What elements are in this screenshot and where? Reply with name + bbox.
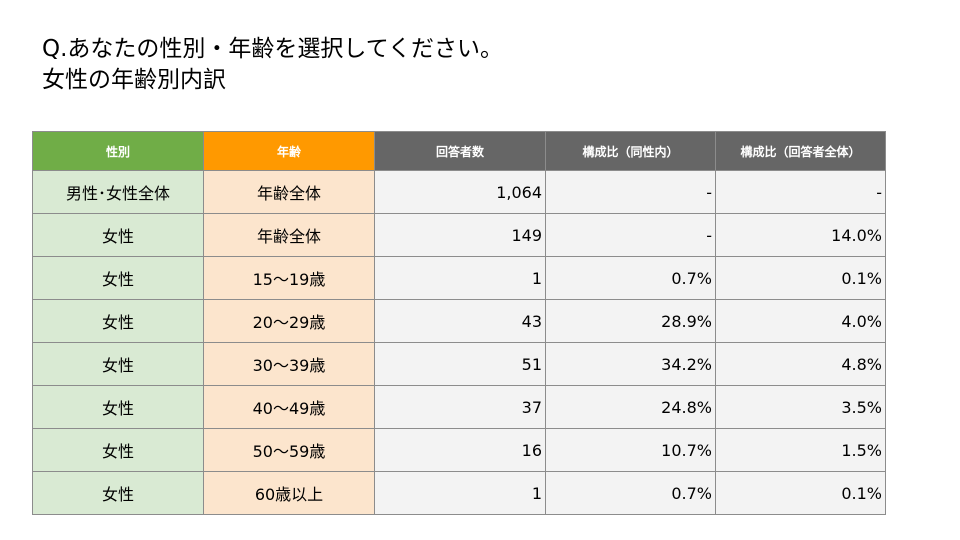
cell-respondents: 51 (374, 342, 546, 386)
cell-ratio-all: - (715, 170, 886, 214)
cell-ratio-all: 0.1% (715, 256, 886, 300)
table-row: 女性 50〜59歳 16 10.7% 1.5% (32, 428, 886, 472)
cell-sex: 女性 (32, 428, 204, 472)
header-respondents: 回答者数 (374, 131, 546, 171)
cell-age: 20〜29歳 (203, 299, 375, 343)
table-row: 女性 40〜49歳 37 24.8% 3.5% (32, 385, 886, 429)
cell-sex: 女性 (32, 299, 204, 343)
header-sex: 性別 (32, 131, 204, 171)
table-row: 女性 60歳以上 1 0.7% 0.1% (32, 471, 886, 515)
cell-sex: 女性 (32, 256, 204, 300)
table-row: 女性 20〜29歳 43 28.9% 4.0% (32, 299, 886, 343)
cell-ratio-same-sex: 34.2% (545, 342, 716, 386)
cell-ratio-all: 0.1% (715, 471, 886, 515)
cell-respondents: 43 (374, 299, 546, 343)
cell-ratio-same-sex: 24.8% (545, 385, 716, 429)
cell-ratio-all: 14.0% (715, 213, 886, 257)
cell-respondents: 37 (374, 385, 546, 429)
table-row: 女性 年齢全体 149-14.0% (32, 213, 886, 257)
cell-ratio-same-sex: 0.7% (545, 471, 716, 515)
cell-ratio-all: 3.5% (715, 385, 886, 429)
question-title: Q.あなたの性別・年齢を選択してください。 (42, 36, 504, 62)
cell-age: 50〜59歳 (203, 428, 375, 472)
cell-ratio-all: 1.5% (715, 428, 886, 472)
cell-respondents: 1 (374, 256, 546, 300)
header-age: 年齢 (203, 131, 375, 171)
cell-ratio-same-sex: 10.7% (545, 428, 716, 472)
cell-sex: 女性 (32, 385, 204, 429)
header-ratio-same-sex: 構成比（同性内） (545, 131, 716, 171)
table-row: 女性 15〜19歳 1 0.7% 0.1% (32, 256, 886, 300)
header-ratio-all: 構成比（回答者全体） (715, 131, 886, 171)
cell-respondents: 16 (374, 428, 546, 472)
cell-sex: 女性 (32, 213, 204, 257)
cell-age: 40〜49歳 (203, 385, 375, 429)
cell-respondents: 149 (374, 213, 546, 257)
cell-sex: 男性･女性全体 (32, 170, 204, 214)
cell-age: 30〜39歳 (203, 342, 375, 386)
table-row: 男性･女性全体 年齢全体 1,064- - (32, 170, 886, 214)
cell-ratio-same-sex: 28.9% (545, 299, 716, 343)
cell-age: 60歳以上 (203, 471, 375, 515)
cell-age: 15〜19歳 (203, 256, 375, 300)
cell-ratio-all: 4.8% (715, 342, 886, 386)
cell-respondents: 1,064 (374, 170, 546, 214)
cell-ratio-same-sex: - (545, 170, 716, 214)
table-row: 女性 30〜39歳 51 34.2% 4.8% (32, 342, 886, 386)
cell-ratio-all: 4.0% (715, 299, 886, 343)
cell-ratio-same-sex: 0.7% (545, 256, 716, 300)
cell-sex: 女性 (32, 342, 204, 386)
cell-respondents: 1 (374, 471, 546, 515)
cell-sex: 女性 (32, 471, 204, 515)
cell-age: 年齢全体 (203, 170, 375, 214)
table-subtitle: 女性の年齢別内訳 (42, 67, 226, 93)
cell-age: 年齢全体 (203, 213, 375, 257)
page-title: Q.あなたの性別・年齢を選択してください。 女性の年齢別内訳 (42, 34, 503, 96)
cell-ratio-same-sex: - (545, 213, 716, 257)
table-header-row: 性別 年齢 回答者数 構成比（同性内） 構成比（回答者全体） (32, 131, 886, 171)
breakdown-table: 性別 年齢 回答者数 構成比（同性内） 構成比（回答者全体） 男性･女性全体 年齢… (32, 131, 886, 515)
